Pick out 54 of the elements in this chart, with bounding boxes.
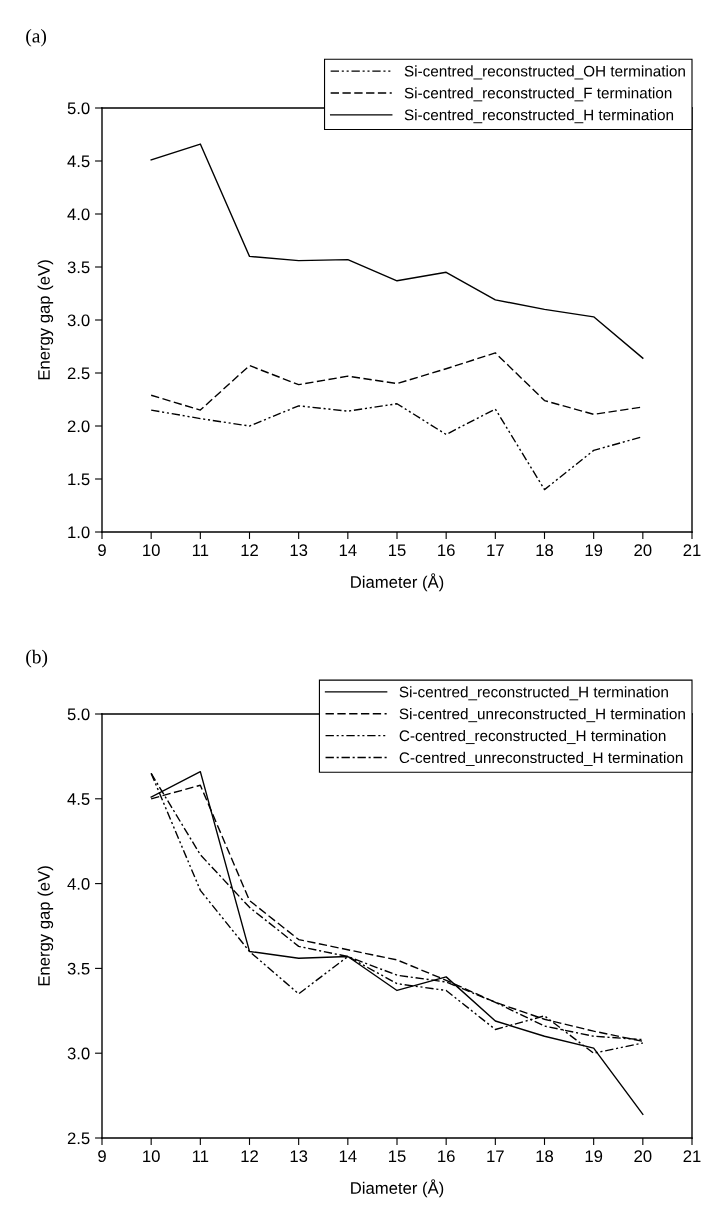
y-tick-label: 2.5 xyxy=(67,1132,90,1145)
x-axis-title: Diameter (Å) xyxy=(351,573,444,592)
x-tick-label: 13 xyxy=(290,544,308,557)
x-tick-label: 9 xyxy=(98,1150,106,1163)
x-tick-label: 20 xyxy=(634,1150,652,1163)
legend-label: Si-centred_unreconstructed_H termination xyxy=(399,708,685,723)
x-axis-title: Diameter (Å) xyxy=(351,1179,444,1198)
y-axis-title: Energy gap (eV) xyxy=(37,260,54,380)
y-tick-label: 5.0 xyxy=(67,102,90,115)
legend-label: Si-centred_reconstructed_OH termination xyxy=(404,65,685,80)
x-tick-label: 11 xyxy=(192,1150,209,1162)
x-tick-label: 16 xyxy=(438,1150,455,1163)
y-tick-label: 4.5 xyxy=(67,155,90,168)
y-tick-label: 4.5 xyxy=(67,793,90,805)
x-tick-label: 15 xyxy=(389,544,406,557)
y-tick-label: 4.0 xyxy=(67,208,90,221)
chart-title: (a) xyxy=(26,28,47,47)
x-tick-label: 14 xyxy=(339,544,357,556)
x-tick-label: 18 xyxy=(536,544,554,557)
x-tick-label: 21 xyxy=(683,544,701,556)
y-tick-label: 3.0 xyxy=(67,314,90,327)
y-tick-label: 3.5 xyxy=(67,261,90,274)
legend-label: Si-centred_reconstructed_F termination xyxy=(404,87,672,102)
x-tick-label: 19 xyxy=(585,544,603,557)
x-tick-label: 13 xyxy=(290,1150,308,1163)
x-tick-label: 9 xyxy=(98,544,106,557)
x-tick-label: 15 xyxy=(389,1150,406,1163)
y-tick-label: 3.5 xyxy=(67,962,90,975)
y-tick-label: 4.0 xyxy=(67,878,90,890)
chart-title: (b) xyxy=(26,649,48,668)
y-tick-label: 1.0 xyxy=(68,526,90,539)
x-tick-label: 17 xyxy=(487,1150,504,1162)
x-tick-label: 21 xyxy=(683,1150,701,1162)
y-tick-label: 5.0 xyxy=(67,708,90,721)
y-tick-label: 1.5 xyxy=(68,473,90,486)
legend-label: Si-centred_reconstructed_H termination xyxy=(399,686,668,701)
x-tick-label: 11 xyxy=(192,544,209,556)
legend-label: C-centred_reconstructed_H termination xyxy=(399,729,666,745)
legend-label: Si-centred_reconstructed_H termination xyxy=(404,109,674,124)
y-tick-label: 3.0 xyxy=(67,1047,90,1060)
x-tick-label: 19 xyxy=(585,1150,603,1163)
x-tick-label: 10 xyxy=(143,1150,160,1163)
y-tick-label: 2.0 xyxy=(67,420,90,433)
x-tick-label: 18 xyxy=(536,1150,554,1163)
x-tick-label: 16 xyxy=(438,544,455,557)
x-tick-label: 20 xyxy=(634,544,652,557)
y-tick-label: 2.5 xyxy=(67,367,90,380)
legend-label: C-centred_unreconstructed_H termination xyxy=(399,751,683,766)
y-axis-title: Energy gap (eV) xyxy=(37,866,54,986)
x-tick-label: 14 xyxy=(339,1150,357,1162)
x-tick-label: 17 xyxy=(487,544,504,556)
x-tick-label: 12 xyxy=(241,544,258,556)
x-tick-label: 10 xyxy=(143,544,160,557)
x-tick-label: 12 xyxy=(241,1150,258,1162)
